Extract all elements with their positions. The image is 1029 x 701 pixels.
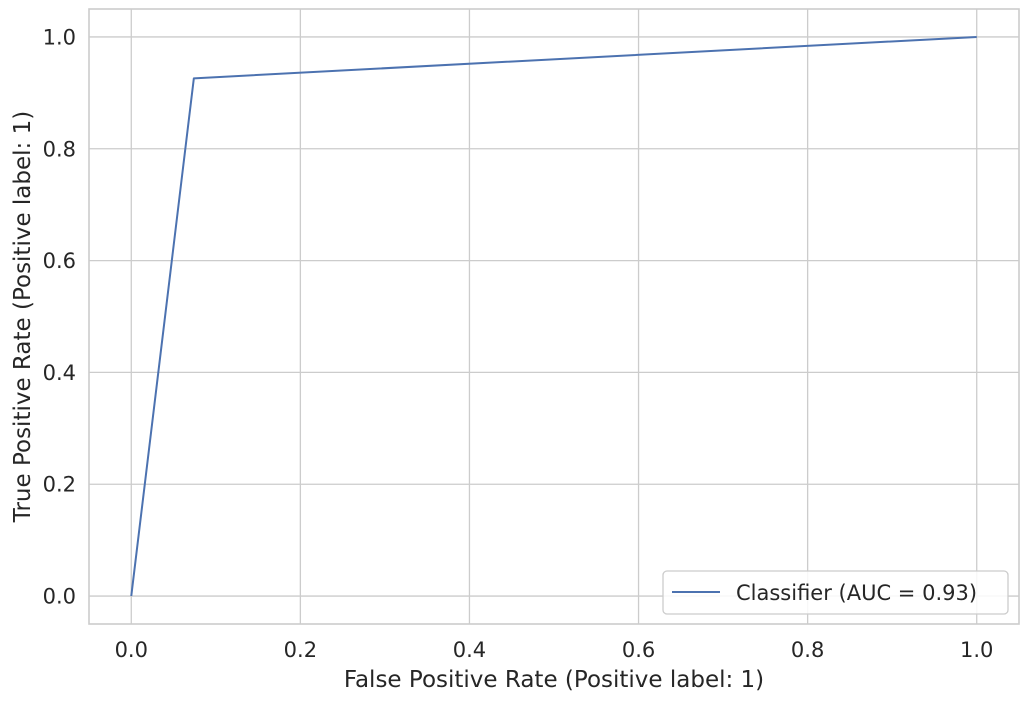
y-tick-label-0: 0.0 <box>43 585 76 609</box>
series-layer <box>130 35 977 597</box>
x-axis-label: False Positive Rate (Positive label: 1) <box>344 667 764 693</box>
x-tick-label-4: 0.8 <box>791 638 824 662</box>
legend: Classifier (AUC = 0.93) <box>662 570 1009 615</box>
grid-lines <box>89 9 1019 624</box>
y-axis-label: True Positive Rate (Positive label: 1) <box>10 111 36 523</box>
legend-label-classifier: Classifier (AUC = 0.93) <box>736 581 977 605</box>
plot-area-frame <box>88 8 1020 625</box>
y-tick-label-1: 0.2 <box>43 473 76 497</box>
y-tick-label-5: 1.0 <box>43 25 76 49</box>
x-tick-label-5: 1.0 <box>960 638 993 662</box>
y-tick-label-4: 0.8 <box>43 137 76 161</box>
x-tick-label-0: 0.0 <box>115 638 148 662</box>
y-axis-ticks: 0.0 0.2 0.4 0.6 0.8 1.0 <box>43 25 76 608</box>
x-tick-label-1: 0.2 <box>284 638 317 662</box>
x-tick-label-2: 0.4 <box>453 638 486 662</box>
y-tick-label-3: 0.6 <box>43 249 76 273</box>
x-axis-ticks: 0.0 0.2 0.4 0.6 0.8 1.0 <box>115 638 994 662</box>
y-tick-label-2: 0.4 <box>43 361 76 385</box>
series-line-0 <box>130 35 977 597</box>
legend-box <box>662 570 1009 615</box>
x-tick-label-3: 0.6 <box>622 638 655 662</box>
